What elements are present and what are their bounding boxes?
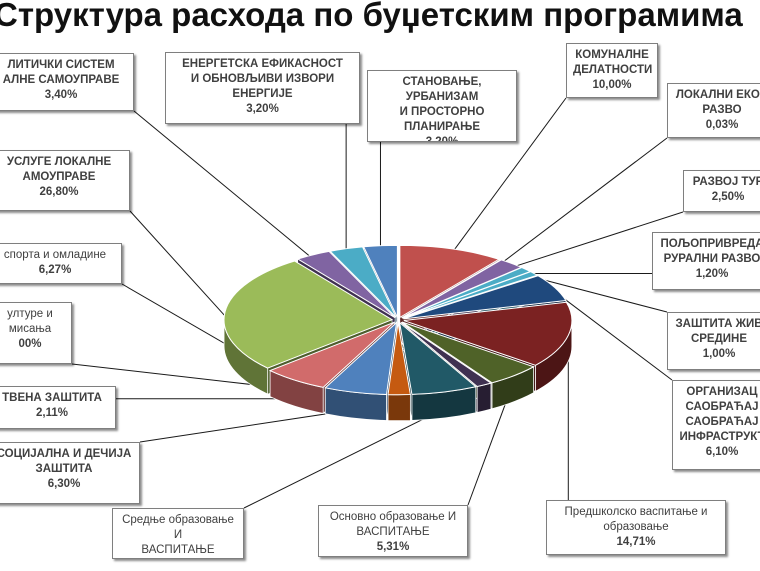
leader-line	[451, 97, 567, 254]
pie-slice-5	[402, 271, 539, 319]
chart-title: Структура расхода по буџетским програмим…	[0, 0, 743, 33]
pie-slice-side	[476, 382, 492, 414]
leader-line	[533, 276, 668, 313]
callout-label: Средње образовање И ВАСПИТАЊЕ 1,50%	[112, 508, 244, 559]
callout-label: спорта и омладине 6,27%	[0, 243, 122, 284]
callout-label: СОЦИЈАЛНА И ДЕЧИЈА ЗАШТИТА 6,30%	[0, 442, 140, 504]
callout-percent: 2,50%	[711, 191, 745, 203]
pie-slice-15	[296, 250, 396, 319]
callout-category: Предшколско васпитање и образовање	[564, 506, 708, 533]
callout-percent: 3,40%	[44, 89, 78, 101]
callout-category: Средње образовање И ВАСПИТАЊЕ	[122, 514, 234, 556]
pie-slice-10	[398, 321, 477, 395]
pie-slice-7	[403, 301, 573, 366]
callout-percent: 6,10%	[705, 446, 739, 458]
pie-slice-6	[403, 275, 567, 320]
callout-category: Основно образовање И ВАСПИТАЊЕ	[329, 511, 457, 538]
callout-category: спорта и омладине	[3, 249, 107, 261]
callout-label: УСЛУГЕ ЛОКАЛНЕ АМОУПРАВЕ 26,80%	[0, 150, 130, 211]
callout-percent: 6,27%	[38, 264, 72, 276]
callout-label: ПОЉОПРИВРЕДА РУРАЛНИ РАЗВО 1,20%	[652, 232, 760, 290]
callout-label: ОРГАНИЗАЦ САОБРАЋАЈ САОБРАЋАЈ ИНФРАСТРУК…	[672, 380, 760, 470]
callout-percent: 2,11%	[36, 407, 68, 419]
callout-category: ТВЕНА ЗАШТИТА	[2, 392, 102, 404]
callout-label: ЗАШТИТА ЖИВ СРЕДИНЕ 1,00%	[667, 312, 760, 370]
callout-label: ЛИТИЧКИ СИСТЕМ АЛНЕ САМОУПРАВЕ 3,40%	[0, 53, 134, 111]
callout-percent: 00%	[18, 338, 42, 350]
leader-line	[500, 137, 668, 265]
callout-label: ЕНЕРГЕТСКА ЕФИКАСНОСТ И ОБНОВЉИВИ ИЗВОРИ…	[165, 52, 360, 124]
leader-line	[511, 211, 684, 268]
pie-tops	[223, 244, 573, 396]
callout-label: КОМУНАЛНЕ ДЕЛАТНОСТИ 10,00%	[566, 43, 658, 98]
callout-label: ТВЕНА ЗАШТИТА 2,11%	[0, 386, 116, 429]
callout-percent: 1,00%	[702, 348, 736, 360]
leader-line	[554, 291, 673, 381]
callout-category: СТАНОВАЊЕ, УРБАНИЗАМ И ПРОСТОРНО ПЛАНИРА…	[399, 76, 485, 133]
callout-category: ЛИТИЧКИ СИСТЕМ АЛНЕ САМОУПРАВЕ	[2, 59, 120, 86]
callout-label: СТАНОВАЊЕ, УРБАНИЗАМ И ПРОСТОРНО ПЛАНИРА…	[367, 70, 517, 142]
callout-category: ЕНЕРГЕТСКА ЕФИКАСНОСТ И ОБНОВЉИВИ ИЗВОРИ…	[182, 58, 343, 100]
leader-line	[129, 210, 226, 317]
callout-category: УСЛУГЕ ЛОКАЛНЕ АМОУПРАВЕ	[6, 156, 112, 183]
callout-percent: 26,80%	[39, 186, 79, 198]
callout-category: ОРГАНИЗАЦ САОБРАЋАЈ САОБРАЋАЈ ИНФРАСТРУК…	[679, 386, 760, 443]
callout-percent: 3,20%	[246, 103, 279, 115]
callout-category: ЗАШТИТА ЖИВ СРЕДИНЕ	[675, 318, 760, 345]
callout-category: КОМУНАЛНЕ ДЕЛАТНОСТИ	[573, 49, 653, 76]
callout-label: РАЗВОЈ ТУР 2,50%	[683, 170, 760, 212]
pie-slice-16	[329, 246, 397, 318]
pie-slice-9	[400, 321, 493, 388]
callout-percent: 3,20%	[425, 136, 459, 142]
callout-percent: 0,03%	[705, 119, 739, 131]
pie-slice-1	[399, 244, 501, 319]
callout-label: Основно образовање И ВАСПИТАЊЕ 5,31%	[318, 505, 468, 557]
callout-percent: 1,20%	[695, 268, 729, 280]
pie-slice-13	[268, 321, 395, 388]
pie-slice-side	[387, 394, 411, 422]
pie-slice-14	[223, 260, 394, 369]
callout-percent: 10,00%	[592, 79, 632, 91]
callout-label: Предшколско васпитање и образовање 14,71%	[546, 500, 726, 555]
callout-category: ЛОКАЛНИ ЕКОН РАЗВО	[675, 89, 760, 116]
callout-category: ултуре и мисања	[7, 308, 53, 335]
leader-line	[133, 110, 314, 260]
pie-slice-11	[387, 322, 411, 396]
callout-label: ултуре и мисања 00%	[0, 302, 72, 364]
callout-percent: 14,71%	[616, 536, 656, 548]
callout-percent: 1,50%	[119, 558, 237, 559]
pie-slice-8	[401, 321, 535, 384]
pie-slice-12	[324, 321, 398, 396]
callout-category: ПОЉОПРИВРЕДА РУРАЛНИ РАЗВО	[660, 238, 760, 265]
callout-label: ЛОКАЛНИ ЕКОН РАЗВО 0,03%	[667, 83, 760, 138]
callout-category: СОЦИЈАЛНА И ДЕЧИЈА ЗАШТИТА	[0, 448, 132, 475]
callout-percent: 6,30%	[47, 478, 81, 490]
callout-category: РАЗВОЈ ТУР	[692, 176, 760, 188]
pie-slice-17	[362, 244, 398, 318]
callout-percent: 5,31%	[376, 541, 410, 553]
